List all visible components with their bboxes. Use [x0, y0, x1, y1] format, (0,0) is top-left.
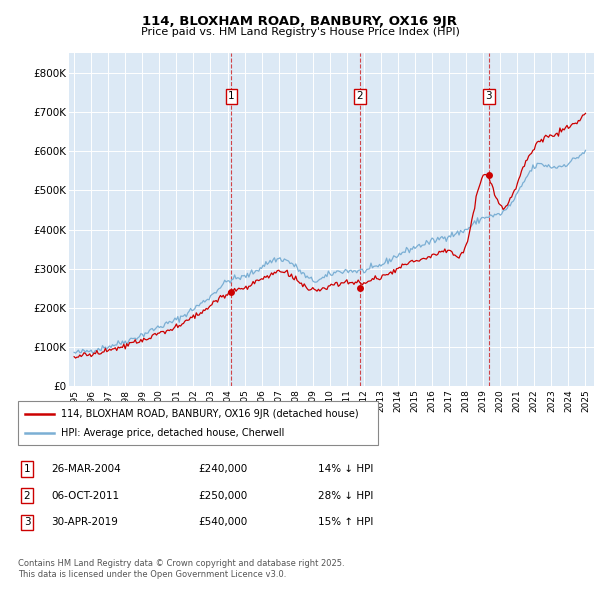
Text: This data is licensed under the Open Government Licence v3.0.: This data is licensed under the Open Gov… — [18, 571, 286, 579]
Text: 114, BLOXHAM ROAD, BANBURY, OX16 9JR (detached house): 114, BLOXHAM ROAD, BANBURY, OX16 9JR (de… — [61, 409, 359, 418]
Text: 1: 1 — [23, 464, 31, 474]
Text: 15% ↑ HPI: 15% ↑ HPI — [318, 517, 373, 527]
Text: 30-APR-2019: 30-APR-2019 — [51, 517, 118, 527]
Text: 1: 1 — [228, 91, 235, 101]
Text: 3: 3 — [485, 91, 492, 101]
Text: 06-OCT-2011: 06-OCT-2011 — [51, 491, 119, 500]
Text: HPI: Average price, detached house, Cherwell: HPI: Average price, detached house, Cher… — [61, 428, 284, 438]
Text: 28% ↓ HPI: 28% ↓ HPI — [318, 491, 373, 500]
Text: 114, BLOXHAM ROAD, BANBURY, OX16 9JR: 114, BLOXHAM ROAD, BANBURY, OX16 9JR — [143, 15, 458, 28]
Text: 2: 2 — [23, 491, 31, 500]
Text: £240,000: £240,000 — [198, 464, 247, 474]
Text: 2: 2 — [356, 91, 363, 101]
Text: 26-MAR-2004: 26-MAR-2004 — [51, 464, 121, 474]
Text: £250,000: £250,000 — [198, 491, 247, 500]
Text: 3: 3 — [23, 517, 31, 527]
Text: Contains HM Land Registry data © Crown copyright and database right 2025.: Contains HM Land Registry data © Crown c… — [18, 559, 344, 568]
Text: £540,000: £540,000 — [198, 517, 247, 527]
Text: Price paid vs. HM Land Registry's House Price Index (HPI): Price paid vs. HM Land Registry's House … — [140, 27, 460, 37]
Text: 14% ↓ HPI: 14% ↓ HPI — [318, 464, 373, 474]
